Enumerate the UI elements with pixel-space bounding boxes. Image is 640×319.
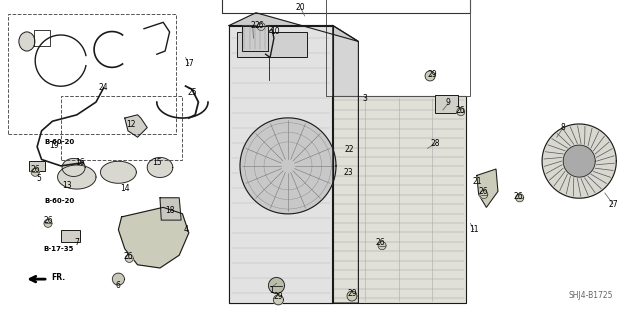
Text: 13: 13: [62, 181, 72, 189]
Polygon shape: [542, 124, 616, 198]
Text: FR.: FR.: [51, 273, 65, 282]
Polygon shape: [58, 165, 96, 189]
Text: 29: 29: [347, 289, 357, 298]
Text: 11: 11: [469, 225, 478, 234]
Polygon shape: [229, 26, 333, 303]
Polygon shape: [229, 26, 333, 303]
Polygon shape: [333, 26, 358, 303]
Text: 17: 17: [184, 59, 194, 68]
Polygon shape: [118, 207, 189, 268]
Text: 18: 18: [165, 206, 174, 215]
Text: 26: 26: [513, 192, 524, 201]
Text: 29: 29: [273, 292, 284, 301]
Text: 24: 24: [99, 83, 109, 92]
Circle shape: [457, 108, 465, 116]
Text: 25: 25: [187, 88, 197, 97]
Text: 26: 26: [456, 106, 466, 115]
Text: 26: 26: [123, 252, 133, 261]
Bar: [61, 96, 182, 160]
Bar: [332, 96, 466, 303]
Text: 3: 3: [362, 94, 367, 103]
Circle shape: [516, 194, 524, 202]
Bar: [237, 32, 307, 57]
Bar: [435, 95, 458, 113]
Text: 14: 14: [120, 184, 130, 193]
Text: 12: 12: [127, 120, 136, 129]
Text: 9: 9: [445, 98, 451, 107]
Text: 6: 6: [116, 281, 121, 290]
Polygon shape: [100, 161, 136, 183]
Text: 26: 26: [376, 238, 386, 247]
Text: 27: 27: [608, 200, 618, 209]
Text: 15: 15: [152, 158, 162, 167]
Circle shape: [31, 168, 39, 176]
Text: 5: 5: [36, 174, 41, 183]
Circle shape: [269, 278, 285, 293]
Text: 23: 23: [344, 168, 354, 177]
Text: 7: 7: [74, 238, 79, 247]
Polygon shape: [147, 158, 173, 177]
Text: 26: 26: [30, 165, 40, 174]
Text: SHJ4-B1725: SHJ4-B1725: [568, 291, 613, 300]
Text: B-17-35: B-17-35: [44, 246, 74, 252]
Circle shape: [113, 273, 124, 285]
Polygon shape: [240, 118, 336, 214]
Text: B-60-20: B-60-20: [45, 198, 75, 204]
Circle shape: [378, 241, 386, 250]
Bar: [222, 0, 470, 13]
Text: 21: 21: [472, 177, 481, 186]
Bar: [8, 14, 176, 134]
Text: 19: 19: [49, 141, 60, 150]
Circle shape: [125, 254, 133, 263]
Text: 4: 4: [183, 225, 188, 234]
Text: 8: 8: [561, 123, 566, 132]
Circle shape: [347, 291, 357, 301]
Polygon shape: [563, 145, 595, 177]
Text: 22: 22: [344, 145, 353, 154]
Text: 20: 20: [296, 4, 306, 12]
Text: 2: 2: [250, 21, 255, 30]
Circle shape: [480, 190, 488, 199]
Text: 16: 16: [75, 158, 85, 167]
Text: 26: 26: [43, 216, 53, 225]
Text: 10: 10: [270, 27, 280, 36]
Circle shape: [273, 295, 284, 305]
Text: 1: 1: [269, 286, 275, 295]
Text: B-60-20: B-60-20: [45, 139, 75, 145]
Polygon shape: [125, 115, 147, 137]
Bar: [326, 0, 470, 96]
Text: 26: 26: [478, 187, 488, 196]
Circle shape: [257, 22, 265, 31]
Bar: [29, 161, 45, 171]
Circle shape: [44, 219, 52, 227]
Ellipse shape: [19, 32, 35, 51]
Polygon shape: [242, 26, 268, 51]
Text: 28: 28: [431, 139, 440, 148]
Text: 26: 26: [254, 21, 264, 30]
Polygon shape: [229, 13, 358, 41]
Bar: [61, 230, 80, 242]
Text: 29: 29: [427, 70, 437, 79]
Circle shape: [425, 71, 435, 81]
Polygon shape: [160, 198, 181, 220]
Polygon shape: [62, 159, 85, 176]
Polygon shape: [477, 169, 498, 207]
